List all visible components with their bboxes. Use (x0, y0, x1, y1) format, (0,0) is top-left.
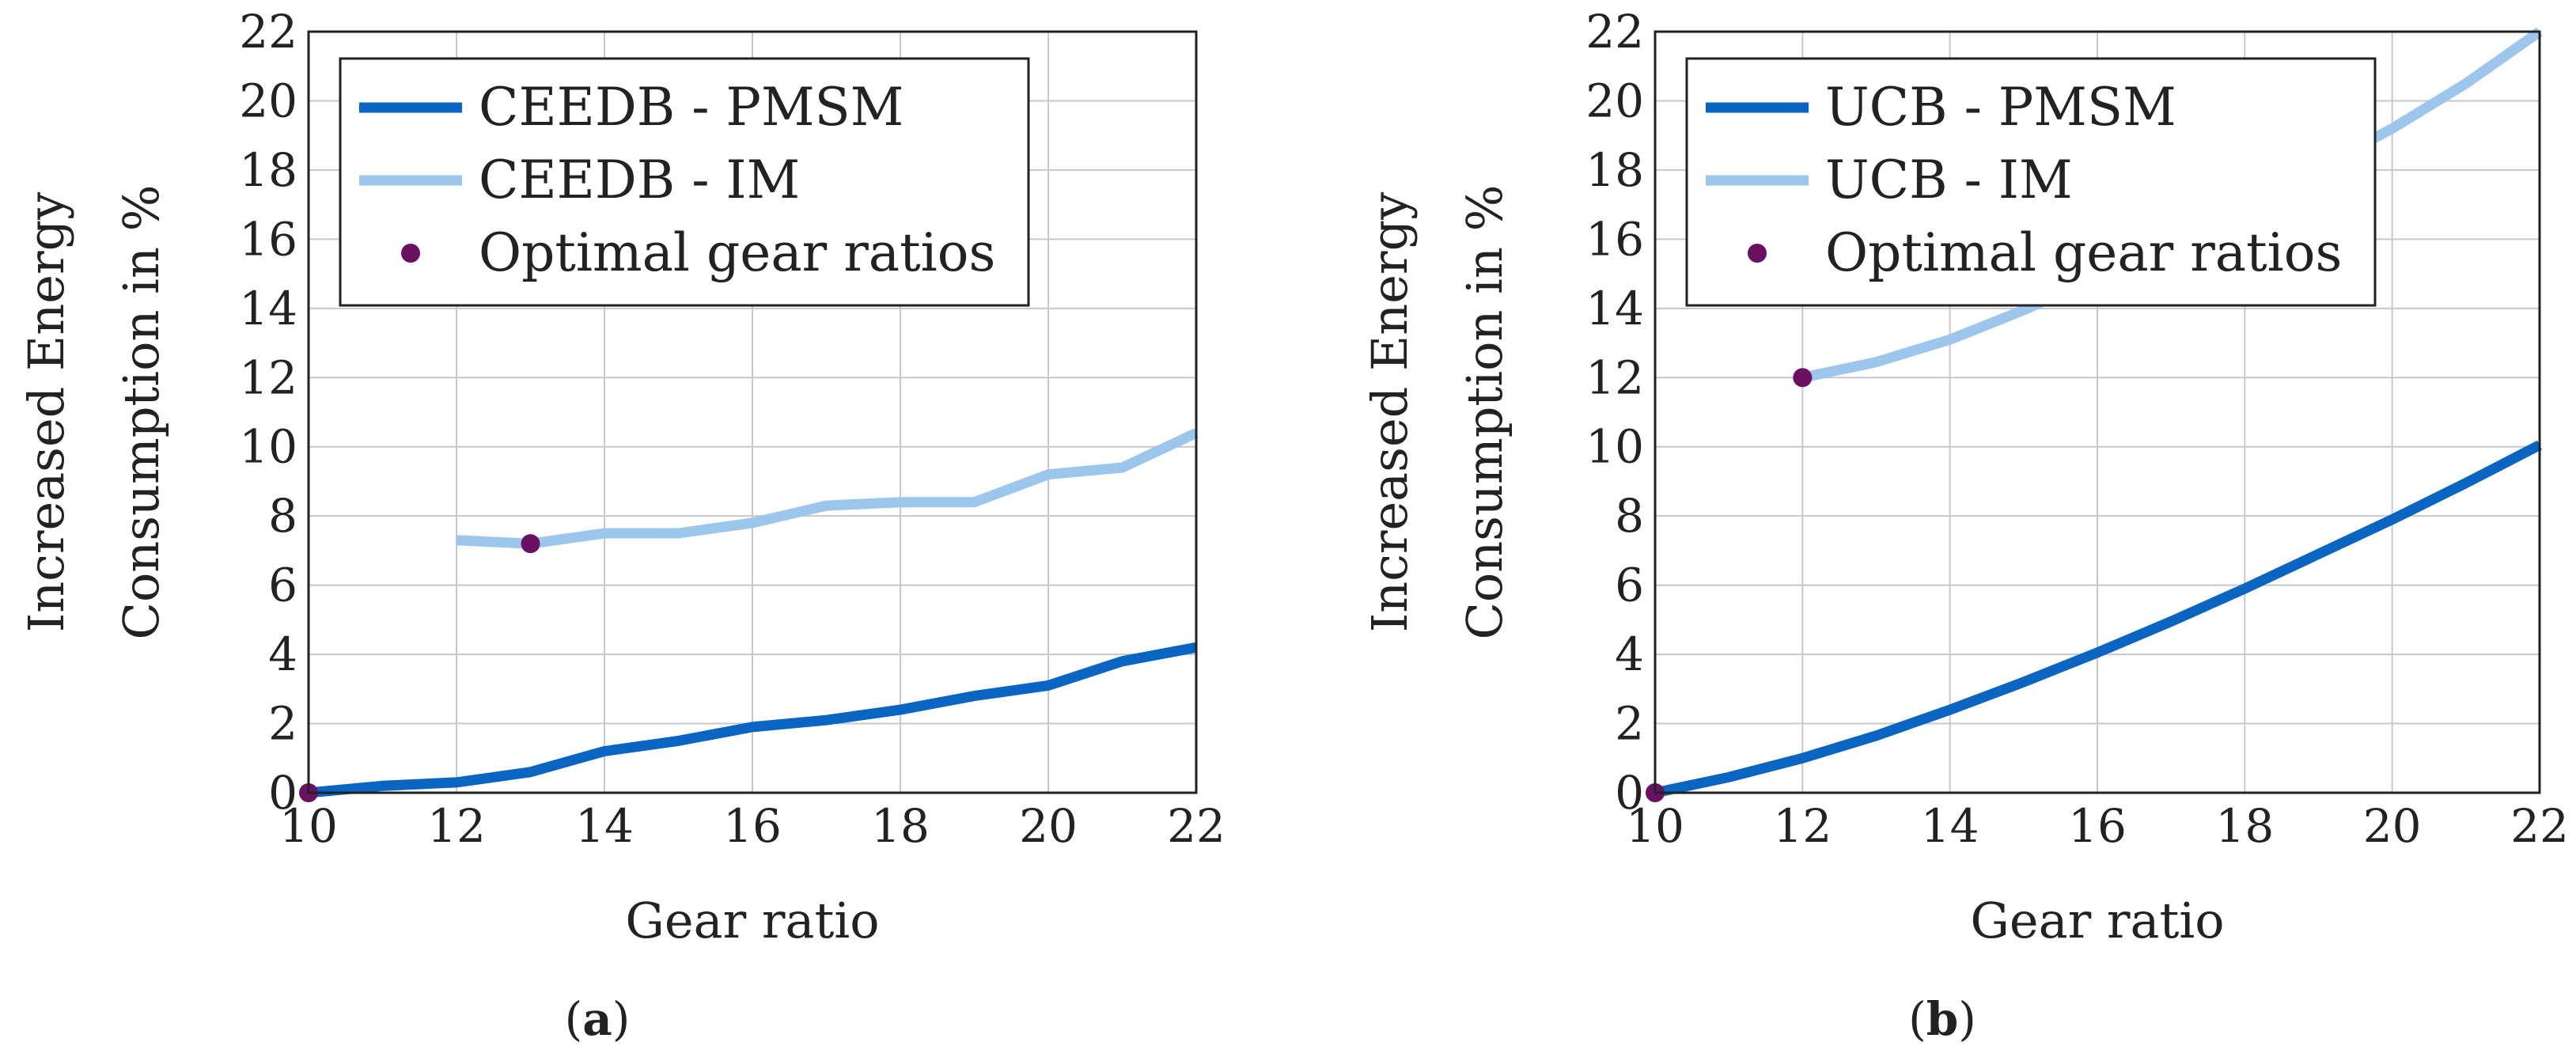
y-tick-label: 14 (1585, 282, 1644, 335)
panel-caption-letter: a (582, 992, 612, 1046)
y-tick-label: 12 (1585, 350, 1644, 404)
y-tick-label: 4 (268, 627, 297, 681)
x-tick-label: 12 (427, 799, 486, 853)
legend-marker (401, 244, 420, 263)
y-tick-label: 4 (1615, 627, 1644, 681)
panel-caption: (a) (565, 992, 631, 1046)
optimal-gear-marker (521, 534, 540, 554)
legend-marker (1748, 244, 1767, 263)
y-tick-label: 0 (268, 766, 297, 820)
y-tick-label: 6 (268, 559, 297, 612)
y-tick-label: 18 (239, 143, 297, 197)
y-axis-label: Increased Energy (1361, 192, 1419, 633)
y-tick-label: 18 (1585, 143, 1644, 197)
x-tick-label: 22 (1167, 799, 1225, 853)
x-tick-label: 14 (575, 799, 634, 853)
series-line-im (456, 428, 1199, 549)
y-tick-label: 0 (1615, 766, 1644, 820)
x-tick-label: 18 (2215, 799, 2274, 853)
x-tick-label: 22 (2510, 799, 2569, 853)
panel-caption-letter: b (1926, 992, 1959, 1046)
y-axis-label: Consumption in % (1456, 184, 1513, 639)
y-tick-label: 16 (239, 212, 297, 266)
series-line-pmsm (308, 642, 1198, 798)
y-tick-label: 2 (1615, 697, 1644, 751)
legend-label: CEEDB - PMSM (479, 77, 903, 138)
y-axis-label: Consumption in % (112, 184, 170, 639)
y-tick-label: 20 (239, 74, 297, 127)
y-tick-label: 2 (268, 697, 297, 751)
plot-frame (307, 30, 1198, 794)
x-tick-label: 14 (1921, 799, 1979, 853)
y-tick-label: 8 (268, 489, 297, 543)
y-tick-label: 12 (239, 350, 297, 404)
y-axis-label: Increased Energy (17, 192, 75, 633)
legend-label: UCB - IM (1825, 150, 2073, 210)
x-axis-label: Gear ratio (625, 892, 879, 949)
x-tick-label: 18 (871, 799, 930, 853)
y-tick-label: 14 (239, 282, 297, 335)
y-tick-label: 22 (239, 5, 297, 59)
y-tick-label: 10 (1585, 420, 1644, 474)
optimal-gear-marker (1793, 368, 1813, 388)
legend-label: Optimal gear ratios (479, 222, 995, 283)
y-tick-label: 22 (1585, 5, 1644, 59)
panel-caption: (b) (1908, 992, 1976, 1046)
x-tick-label: 10 (1626, 799, 1684, 853)
x-tick-label: 20 (1019, 799, 1078, 853)
series-line-pmsm (1654, 440, 2542, 798)
panel-b: 10 12 14 16 18 20 22 0 2 4 6 8 10 12 14 16 18 20 22 Gear ra… (1361, 5, 2569, 1046)
x-axis-label: Gear ratio (1970, 892, 2224, 949)
y-tick-label: 10 (239, 420, 297, 474)
x-tick-label: 16 (2068, 799, 2127, 853)
panel-a: 10 12 14 16 18 20 22 0 2 4 6 8 10 12 14 16 18 20 22 Gear ra… (17, 5, 1225, 1046)
x-tick-label: 12 (1773, 799, 1832, 853)
y-tick-label: 20 (1585, 74, 1644, 127)
legend-label: Optimal gear ratios (1825, 222, 2342, 283)
legend-label: UCB - PMSM (1825, 77, 2176, 138)
x-tick-label: 20 (2363, 799, 2422, 853)
y-tick-label: 16 (1585, 212, 1644, 266)
y-tick-label: 8 (1615, 489, 1644, 543)
plot-frame (1654, 30, 2541, 794)
x-tick-label: 16 (723, 799, 782, 853)
x-tick-label: 10 (279, 799, 338, 853)
y-tick-label: 6 (1615, 559, 1644, 612)
legend-label: CEEDB - IM (479, 150, 800, 210)
